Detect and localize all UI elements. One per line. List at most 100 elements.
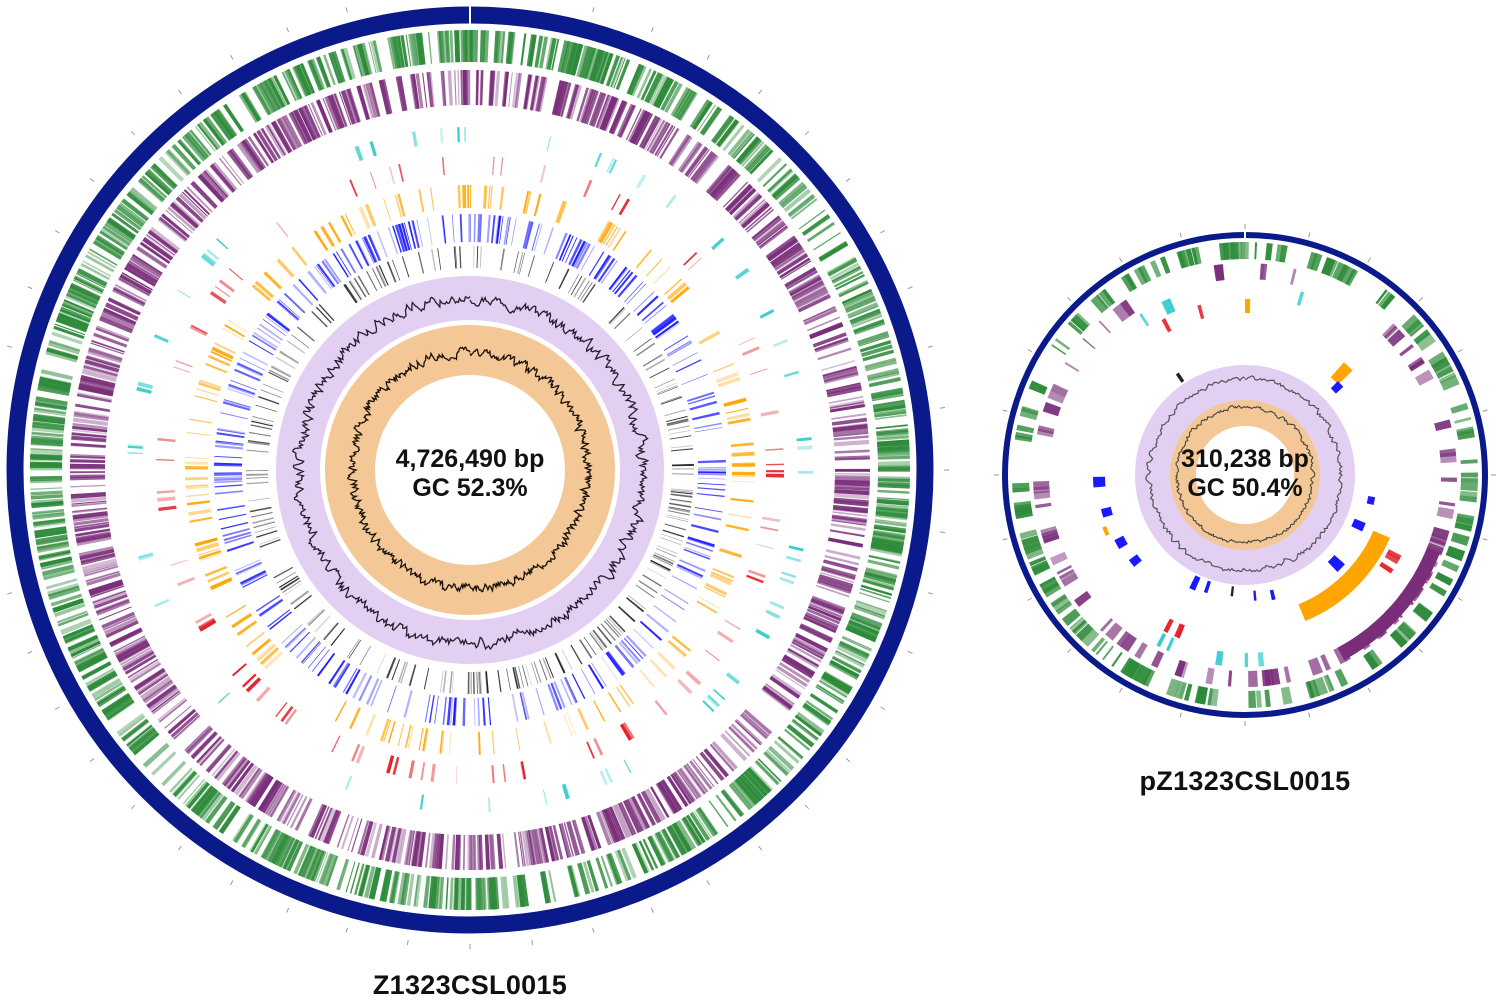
chromosome-cds-reverse-track-feature xyxy=(608,806,626,840)
chromosome-cds-reverse-track-feature xyxy=(88,347,123,360)
chromosome-orange-track-feature xyxy=(709,573,732,586)
chromosome-cds-forward-track-feature xyxy=(626,63,642,95)
chromosome-cds-forward-track-feature xyxy=(653,76,670,107)
chromosome-cyan-track-feature xyxy=(779,576,795,585)
chromosome-blue-track-feature xyxy=(588,251,604,276)
chromosome-black-track-feature xyxy=(254,526,277,533)
chromosome-cds-reverse-track-feature xyxy=(518,831,524,867)
chromosome-cds-reverse-track-feature xyxy=(740,711,770,739)
chromosome-red-track-feature xyxy=(677,678,693,695)
chromosome-orange-track-feature xyxy=(334,700,347,722)
plasmid-cds-forward-track-feature xyxy=(1050,593,1071,613)
chromosome-red-track-feature xyxy=(189,325,208,337)
chromosome-cds-forward-track-feature xyxy=(34,407,67,415)
chromosome-black-track-feature xyxy=(246,473,269,475)
chromosome-cyan-track-feature xyxy=(785,555,802,563)
chromosome-black-track-feature xyxy=(256,530,278,538)
chromosome-cds-forward-track-feature xyxy=(107,701,135,721)
chromosome-cds-reverse-track-feature xyxy=(239,768,263,800)
chromosome-blue-track-feature xyxy=(283,292,306,314)
chromosome-cds-forward-track xyxy=(29,29,910,910)
chromosome-cds-forward-track-feature xyxy=(31,432,64,438)
chromosome-orange-track-feature xyxy=(483,185,488,209)
scale-tick xyxy=(27,650,33,654)
chromosome-blue-track-feature xyxy=(434,695,439,724)
chromosome-cds-forward-track-feature xyxy=(30,448,63,451)
chromosome-orange-track-feature xyxy=(468,185,470,209)
chromosome-cyan-track-feature xyxy=(759,309,775,319)
chromosome-black-track-feature xyxy=(500,248,505,271)
chromosome-cds-reverse-track-feature xyxy=(80,375,116,387)
chromosome-cds-forward-track-feature xyxy=(59,309,91,324)
chromosome-cds-reverse-track-feature xyxy=(703,748,729,778)
chromosome-cds-reverse-track-feature xyxy=(170,202,199,229)
chromosome-cds-forward-track-feature xyxy=(738,774,763,802)
chromosome-cds-forward-track-feature xyxy=(387,37,396,70)
chromosome-cds-reverse-track-feature xyxy=(72,511,108,520)
chromosome-cds-reverse-track-feature xyxy=(815,584,850,598)
chromosome-blue-track-feature xyxy=(694,427,723,433)
chromosome-cds-reverse-track-feature xyxy=(817,580,852,594)
chromosome-cds-reverse-track-feature xyxy=(536,76,548,112)
chromosome-cds-reverse-track-feature xyxy=(817,577,853,593)
chromosome-cds-reverse-track-feature xyxy=(535,828,543,864)
chromosome-blue-track-feature xyxy=(614,645,634,668)
chromosome-black-track-feature xyxy=(514,666,521,689)
chromosome-orange-track-feature xyxy=(207,571,229,582)
chromosome-cds-reverse-track-feature xyxy=(118,276,151,297)
plasmid-cds-reverse-track-feature xyxy=(1227,670,1233,687)
chromosome-orange-track-feature xyxy=(704,586,726,598)
chromosome-cds-forward-track-feature xyxy=(844,296,877,314)
chromosome-orange-track-feature xyxy=(710,571,733,583)
chromosome-cds-forward-track-feature xyxy=(240,92,261,122)
chromosome-cds-reverse-track-feature xyxy=(794,286,828,306)
chromosome-black-track-feature xyxy=(439,670,444,693)
plasmid-cyan-track xyxy=(1139,291,1305,668)
chromosome-blue-track-feature xyxy=(265,315,288,334)
plasmid-cds-forward-track-feature xyxy=(1410,324,1425,337)
chromosome-blue-track-feature xyxy=(531,223,541,251)
chromosome-cds-forward-track-feature xyxy=(600,855,613,887)
chromosome-black-track-feature xyxy=(531,662,539,684)
chromosome-blue-track-feature xyxy=(222,527,250,537)
chromosome-cds-reverse-track-feature xyxy=(462,834,466,870)
chromosome-cds-forward-track-feature xyxy=(45,578,78,590)
chromosome-cds-forward-track-feature xyxy=(520,33,527,66)
chromosome-cds-reverse-track-feature xyxy=(148,687,179,711)
chromosome-cds-forward-track-feature xyxy=(716,119,738,147)
chromosome-cds-reverse-track-feature xyxy=(774,249,805,270)
chromosome-black-track-feature xyxy=(478,671,481,694)
chromosome-cds-reverse-track-feature xyxy=(587,814,602,849)
chromosome-orange-track-feature xyxy=(394,194,403,218)
chromosome-cds-reverse-track-feature xyxy=(104,617,138,635)
chromosome-cds-reverse-track-feature xyxy=(833,435,869,441)
chromosome-blue-track-feature xyxy=(236,563,263,576)
chromosome-blue-track-feature xyxy=(214,476,243,479)
plasmid-cds-reverse-track-feature xyxy=(1058,568,1075,580)
chromosome-cds-reverse-track-feature xyxy=(734,718,763,746)
chromosome-cds-reverse-track-feature xyxy=(147,232,177,254)
chromosome-cds-reverse-track-feature xyxy=(411,73,420,109)
chromosome-cds-reverse-track-feature xyxy=(132,254,163,275)
chromosome-cyan-track-feature xyxy=(127,445,143,449)
chromosome-black-track-feature xyxy=(605,619,622,636)
chromosome-cds-forward-track-feature xyxy=(853,604,886,619)
chromosome-red-track-feature xyxy=(765,470,784,473)
plasmid-blue-feature xyxy=(1093,476,1106,488)
chromosome-cds-reverse-track-feature xyxy=(83,565,119,577)
chromosome-black-track-feature xyxy=(252,517,274,524)
chromosome-black-track-feature xyxy=(311,311,328,328)
chromosome-cds-forward-track-feature xyxy=(582,46,596,80)
chromosome-blue-track-feature xyxy=(697,469,727,471)
chromosome-cds-forward-track-feature xyxy=(129,187,158,212)
chromosome-cds-forward-track-feature xyxy=(857,330,890,346)
plasmid-cds-reverse-track-feature xyxy=(1434,419,1452,432)
chromosome-cds-reverse-track-feature xyxy=(197,737,223,764)
chromosome-blue-track-feature xyxy=(618,641,639,665)
chromosome-cds-forward-track-feature xyxy=(388,870,399,904)
chromosome-orange-track-feature xyxy=(358,206,371,229)
chromosome-cds-reverse-track-feature xyxy=(489,834,495,870)
chromosome-red-track-feature xyxy=(398,163,404,182)
chromosome-cds-reverse-track-feature xyxy=(784,266,817,288)
chromosome-cds-forward-track-feature xyxy=(400,35,409,68)
